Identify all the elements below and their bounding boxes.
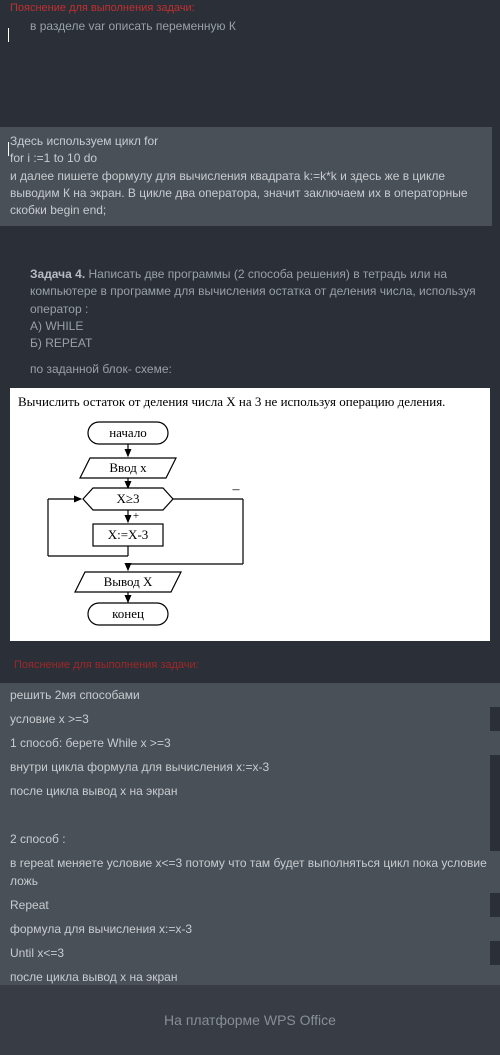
svg-text:X:=X-3: X:=X-3 [108,527,149,542]
text-cursor [8,28,9,42]
var-description: в разделе var описать переменную К [0,16,500,37]
task4-option-a: А) WHILE [10,318,490,335]
solution-line: Until x<=3 [0,941,500,965]
solution-line: внутри цикла формула для вычисления x:=x… [0,755,500,779]
hint-line: и далее пишете формулу для вычисления кв… [10,168,482,220]
svg-text:+: + [133,510,139,522]
solution-line: 1 способ: берете While x >=3 [0,731,500,755]
flowchart-svg: начало Ввод x X≥3 + X:=X-3 – [18,416,328,631]
explanation-header-2: Пояснение для выполнения задачи: [0,651,500,679]
svg-text:Ввод x: Ввод x [109,460,147,475]
solution-line: Repeat [0,893,500,917]
hint-box-1: Здесь используем цикл for for i :=1 to 1… [0,127,500,226]
svg-text:конец: конец [112,606,144,621]
task4-title: Задача 4. [30,267,85,281]
solution-line: после цикла вывод x на экран [0,779,500,803]
solution-line: формула для вычисления x:=x-3 [0,917,500,941]
hint-line: for i :=1 to 10 do [10,150,482,167]
task4-option-b: Б) REPEAT [10,335,490,352]
svg-text:X≥3: X≥3 [116,491,139,506]
solution-line: в repeat меняете условие x<=3 потому что… [0,851,500,893]
task4-scheme-intro: по заданной блок- схеме: [10,361,490,378]
text-cursor [8,142,9,156]
footer-platform: На платформе WPS Office [0,985,500,1055]
solution-line: 2 способ : [0,827,500,851]
svg-text:начало: начало [109,425,147,440]
task4-section: Задача 4. Написать две программы (2 спос… [0,256,500,384]
task4-body: Написать две программы (2 способа решени… [30,267,476,316]
solution-box: решить 2мя способами условие x >=3 1 спо… [0,683,500,989]
hint-line: Здесь используем цикл for [10,133,482,150]
svg-text:–: – [232,482,241,497]
flowchart-title: Вычислить остаток от деления числа X на … [18,394,482,410]
solution-line [0,803,500,827]
solution-line: решить 2мя способами [0,683,500,707]
explanation-header: Пояснение для выполнения задачи: [0,0,500,16]
flowchart-container: Вычислить остаток от деления числа X на … [10,388,490,641]
solution-line: условие x >=3 [0,707,500,731]
svg-text:Вывод X: Вывод X [104,574,153,589]
